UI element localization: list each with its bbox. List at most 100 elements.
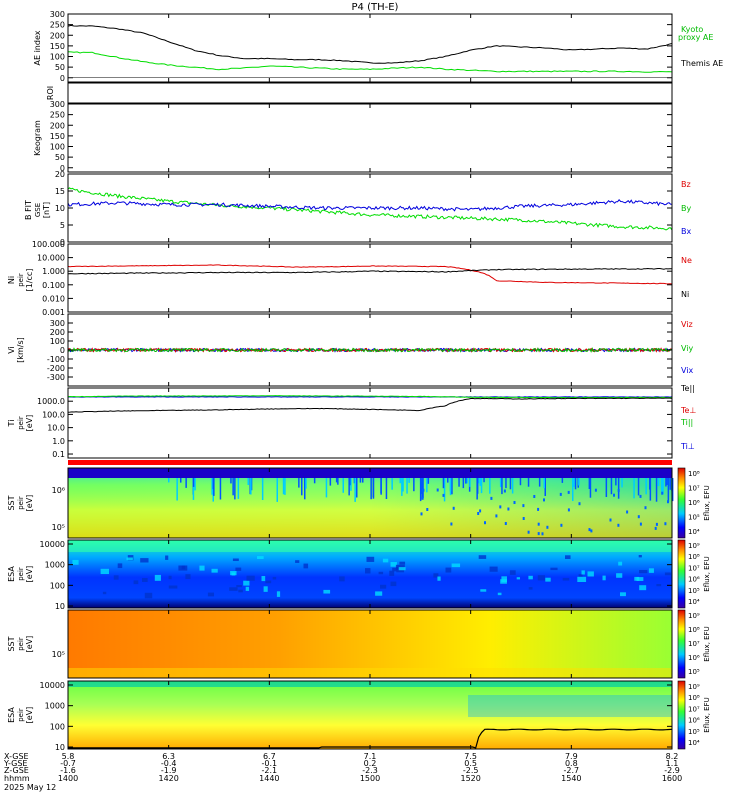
- ae-themis-line: [67, 24, 673, 64]
- esa-electron-patch: [72, 559, 79, 565]
- sst-electron-streak: [469, 478, 471, 487]
- sst-electron-streak: [402, 478, 404, 492]
- y-tick-label: 20: [55, 170, 65, 179]
- sst-electron-panel-colorbar: [677, 467, 686, 539]
- esa-electron-patch: [390, 581, 397, 587]
- sst-ion-panel-colorbar-tick: 10⁶: [688, 654, 700, 662]
- esa-electron-patch: [602, 575, 606, 581]
- sst-electron-streak: [301, 478, 303, 496]
- sst-electron-speck: [495, 514, 498, 518]
- legend-by: By: [681, 204, 691, 213]
- ae-ylabel: AE index: [33, 30, 42, 65]
- y-tick-label: -200: [47, 364, 65, 373]
- sst-electron-panel-colorbar-tick: 10⁶: [688, 499, 700, 507]
- sst-electron-panel-colorbar-tick: 10⁸: [688, 470, 700, 478]
- time-tick: 1440: [259, 774, 279, 783]
- esa-electron-patch: [229, 587, 238, 591]
- esa-electron-patch: [295, 560, 300, 563]
- legend-viz: Viz: [681, 320, 693, 329]
- z-gse-tick: -2.5: [463, 766, 479, 775]
- y-tick-label: 0.1: [52, 450, 65, 459]
- sst-electron-speck: [594, 488, 597, 492]
- sst-electron-streak: [476, 478, 479, 494]
- sst-electron-streak: [574, 478, 577, 490]
- sst-electron-panel-colorbar-tick: 10⁵: [688, 514, 700, 522]
- sst-electron-streak: [391, 478, 393, 490]
- time-tick: 1400: [58, 774, 78, 783]
- esa-electron-patch: [236, 585, 242, 588]
- esa-electron-panel-ylabel: [eV]: [25, 566, 34, 583]
- sst-electron-streak: [372, 478, 375, 498]
- sst-electron-speck: [479, 509, 482, 513]
- sst-electron-streak: [621, 478, 623, 488]
- y-tick-label: 0: [60, 164, 65, 173]
- sst-electron-streak: [458, 478, 460, 487]
- sst-electron-streak: [637, 478, 640, 496]
- sst-electron-speck: [422, 488, 425, 492]
- y-tick-label: 300: [50, 100, 65, 109]
- esa-ion-panel-colorbar-tick: 10⁴: [688, 739, 700, 747]
- esa-electron-patch: [509, 570, 516, 575]
- sst-electron-speck: [546, 525, 549, 529]
- legend-vix: Vix: [681, 366, 694, 375]
- sst-electron-speck: [522, 517, 525, 520]
- sst-ion-panel-colorbar: [677, 609, 686, 679]
- sst-electron-speck: [477, 512, 480, 515]
- x-gse-tick: 6.7: [263, 752, 276, 761]
- y-tick-label: -100: [47, 355, 65, 364]
- x-gse-tick: 7.5: [464, 752, 477, 761]
- sst-electron-streak: [194, 478, 196, 491]
- esa-ion-panel-colorbar-label: Eflux, EFU: [703, 697, 711, 732]
- sst-electron-speck: [567, 490, 570, 494]
- y-tick-label: 0: [60, 238, 65, 247]
- sst-electron-speck: [522, 504, 525, 508]
- sst-electron-streak: [657, 478, 660, 486]
- esa-electron-high-band: [68, 540, 672, 552]
- sst-electron-speck: [617, 523, 620, 527]
- sst-electron-streak: [588, 478, 591, 489]
- sst-electron-speck: [609, 518, 612, 522]
- density-panel: [67, 243, 673, 313]
- time-tick: 1540: [561, 774, 581, 783]
- esa-electron-patch: [339, 576, 345, 582]
- esa-electron-patch: [265, 580, 272, 584]
- sst-electron-speck: [637, 515, 640, 519]
- esa-electron-patch: [578, 574, 583, 577]
- esa-electron-patch: [433, 573, 439, 578]
- esa-electron-patch: [545, 577, 551, 582]
- sst-electron-streak: [230, 478, 232, 484]
- sst-electron-streak: [665, 478, 667, 487]
- time-label: hhmm: [4, 774, 30, 783]
- sst-electron-streak: [359, 478, 362, 483]
- esa-electron-panel-colorbar-tick: 10⁶: [688, 576, 700, 584]
- y-gse-tick: -0.1: [262, 759, 278, 768]
- sst-electron-streak: [505, 478, 507, 489]
- esa-electron-patch: [263, 586, 268, 592]
- esa-electron-panel-ylabel: peir: [17, 567, 25, 581]
- z-gse-tick: -2.1: [262, 766, 278, 775]
- esa-electron-panel-colorbar-label: Eflux, EFU: [703, 556, 711, 591]
- ti-par-line: [67, 395, 673, 399]
- esa-electron-patch: [243, 580, 250, 586]
- sst-electron-streak: [462, 478, 465, 489]
- sst-electron-streak: [578, 478, 580, 486]
- separator-bar: [68, 460, 672, 465]
- v-ylabel-2: [km/s]: [16, 337, 25, 363]
- sst-electron-speck: [654, 526, 657, 530]
- keogram-panel: [67, 103, 673, 173]
- esa-ion-panel-colorbar-tick: 10⁵: [688, 728, 700, 736]
- esa-electron-patch: [565, 555, 571, 559]
- sst-ion-panel-colorbar-tick: 10⁵: [688, 668, 700, 676]
- sst-electron-streak: [192, 478, 195, 487]
- esa-electron-patch: [113, 575, 119, 580]
- y-tick-label: 100: [50, 53, 65, 62]
- sst-electron-speck: [588, 528, 591, 532]
- esa-electron-patch: [117, 563, 123, 569]
- esa-electron-patch: [140, 558, 149, 563]
- sst-electron-streak: [419, 478, 422, 502]
- y-tick-label: 50: [55, 153, 65, 162]
- by-line: [67, 187, 673, 231]
- sst-electron-streak: [649, 478, 652, 501]
- y-gse-tick: -0.4: [161, 759, 177, 768]
- sst-electron-speck: [613, 493, 615, 497]
